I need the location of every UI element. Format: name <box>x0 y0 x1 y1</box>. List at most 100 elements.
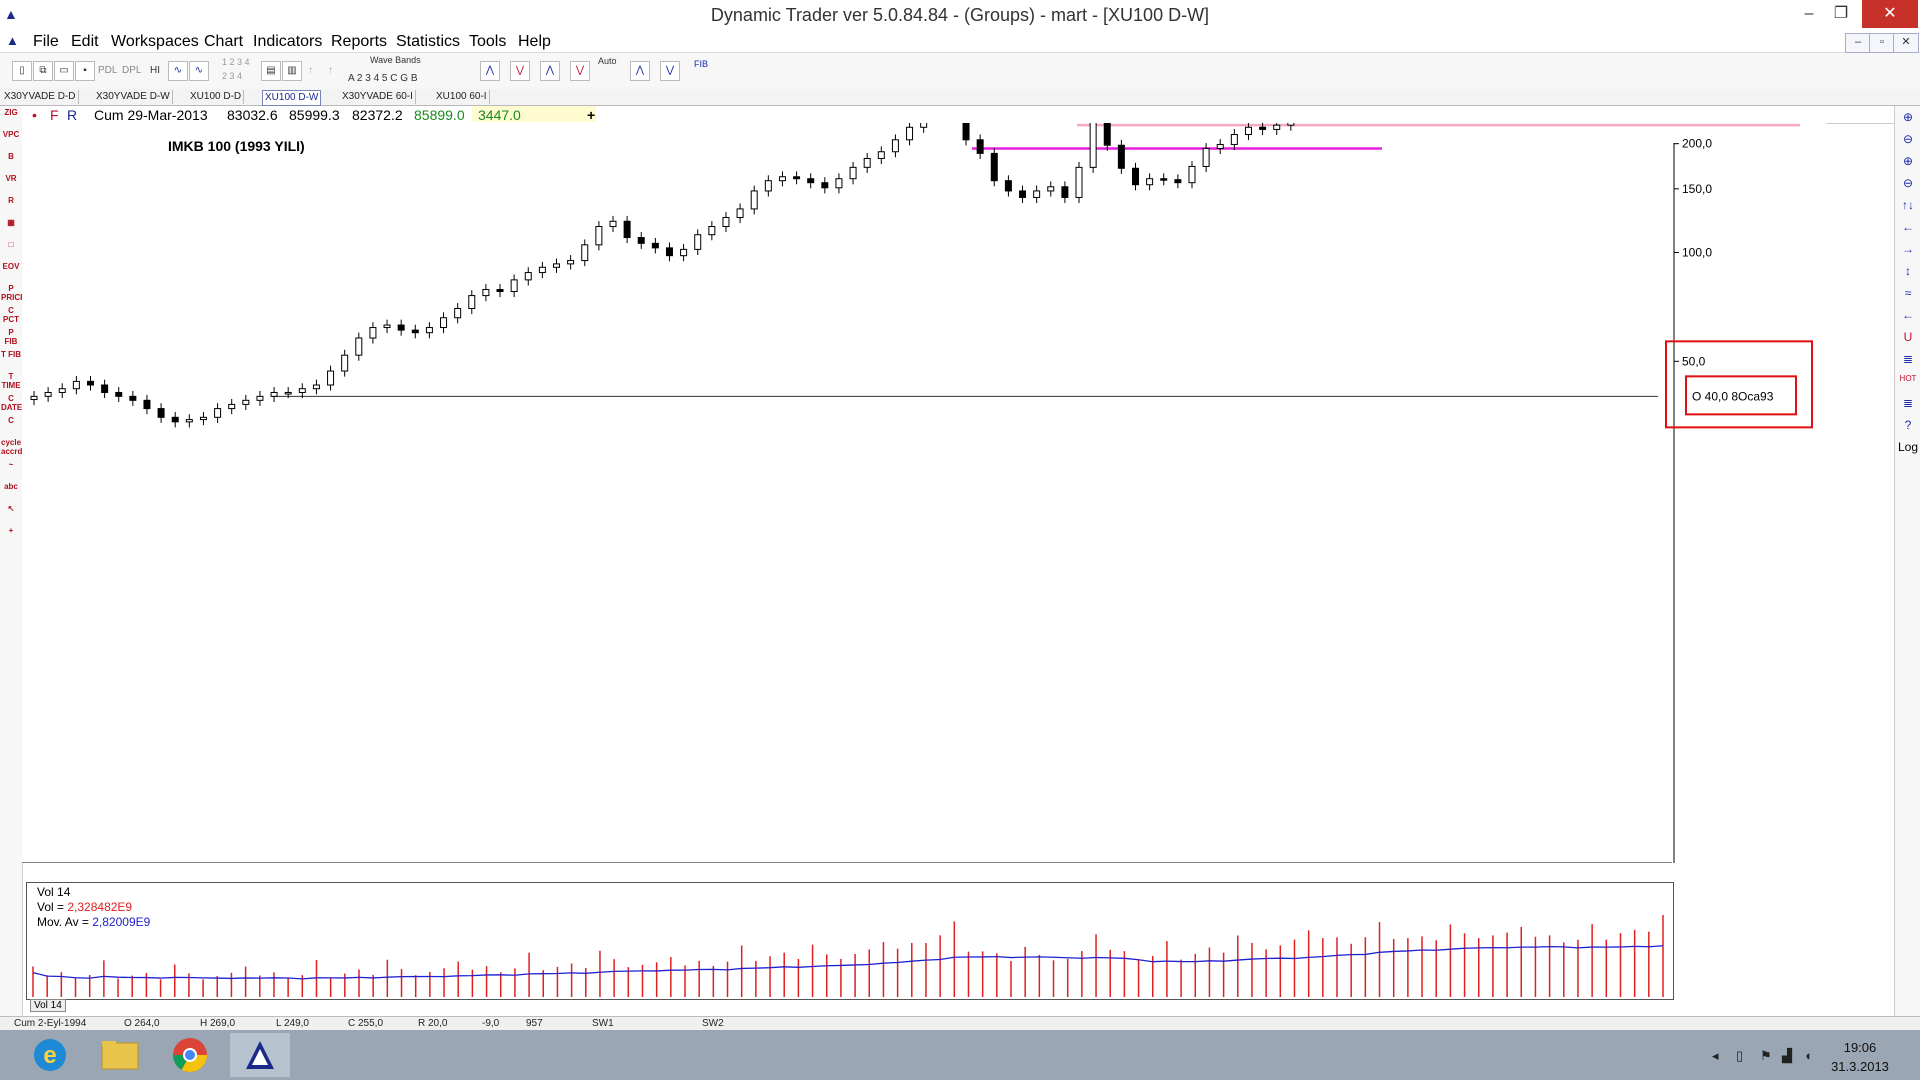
internet-explorer-icon[interactable]: e <box>20 1033 80 1077</box>
left-tool-5[interactable]: ▦ <box>7 218 15 227</box>
menu-help[interactable]: Help <box>518 33 551 50</box>
new-icon[interactable]: ▯ <box>12 61 32 81</box>
menu-tools[interactable]: Tools <box>469 33 507 50</box>
arrow-up-icon[interactable]: ↑ <box>308 65 313 76</box>
right-tool-3[interactable]: ⊖ <box>1902 176 1914 190</box>
zigzag-tool-3-icon[interactable]: ⋀ <box>540 61 560 81</box>
dpl-button[interactable]: DPL <box>122 65 142 76</box>
left-tool-16[interactable]: ~ <box>8 460 14 469</box>
left-tool-0[interactable]: ZIG <box>4 108 18 117</box>
view-split-icon[interactable]: ▥ <box>282 61 302 81</box>
mdi-app-icon[interactable]: ▲ <box>6 33 19 48</box>
right-tool-5[interactable]: ← <box>1902 220 1914 234</box>
tray-flag-icon[interactable]: ⚑ <box>1760 1048 1772 1063</box>
tray-device-icon[interactable]: ▯ <box>1736 1048 1744 1063</box>
clock-time[interactable]: 19:06 <box>1843 1040 1877 1055</box>
wave-top-labels[interactable]: 1 2 3 4 <box>222 57 250 67</box>
left-tool-8[interactable]: P PRICE <box>1 284 26 302</box>
left-tool-9[interactable]: C PCT <box>3 306 19 324</box>
tray-signal-icon[interactable]: ▟ <box>1782 1048 1792 1063</box>
pattern-tool-icon[interactable]: ⋀ <box>630 61 650 81</box>
app-icon[interactable]: ▲ <box>4 6 18 22</box>
candlestick-chart[interactable]: IMKB 100 (1993 YILI) 50,0 100,0 150,0 200,0 2… <box>22 43 1826 882</box>
left-tool-10[interactable]: P FIB <box>4 328 18 346</box>
open-folder-icon[interactable]: ▭ <box>54 61 74 81</box>
clock-date[interactable]: 31.3.2013 <box>1831 1059 1889 1074</box>
pdl-button[interactable]: PDL <box>98 65 118 76</box>
menu-workspaces[interactable]: Workspaces <box>111 33 199 50</box>
left-tool-6[interactable]: □ <box>8 240 14 249</box>
chrome-icon[interactable] <box>160 1033 220 1077</box>
menu-chart[interactable]: Chart <box>204 33 244 50</box>
right-tool-8[interactable]: ≈ <box>1904 286 1912 300</box>
right-tool-9[interactable]: ← <box>1902 308 1914 322</box>
hi-button[interactable]: HI <box>150 65 160 76</box>
menu-statistics[interactable]: Statistics <box>396 33 461 50</box>
mdi-minimize-button[interactable]: – <box>1845 33 1871 53</box>
menu-edit[interactable]: Edit <box>71 33 99 50</box>
save-icon[interactable]: ▪ <box>75 61 95 81</box>
right-tool-11[interactable]: ≣ <box>1902 352 1914 366</box>
left-tool-3[interactable]: VR <box>5 174 17 183</box>
tab-xu100-60i[interactable]: XU100 60-I <box>434 90 490 104</box>
right-tool-7[interactable]: ↕ <box>1905 264 1911 278</box>
zigzag-tool-4-icon[interactable]: ⋁ <box>570 61 590 81</box>
volume-panel[interactable]: Vol 14 Vol = 2,328482E9 Mov. Av = 2,8200… <box>26 882 1674 1000</box>
tray-arrow-icon[interactable]: ◂ <box>1712 1048 1719 1063</box>
flag-f[interactable]: F <box>50 107 59 123</box>
left-tool-12[interactable]: T TIME <box>1 372 21 390</box>
right-tool-14[interactable]: ? <box>1904 418 1912 432</box>
left-tool-7[interactable]: EOV <box>2 262 20 271</box>
zigzag-tool-2-icon[interactable]: ⋁ <box>510 61 530 81</box>
zigzag-tool-icon[interactable]: ⋀ <box>480 61 500 81</box>
right-tool-13[interactable]: ≣ <box>1902 396 1914 410</box>
right-tool-0[interactable]: ⊕ <box>1902 110 1914 124</box>
right-tool-12[interactable]: HOT <box>1899 374 1917 383</box>
right-tool-6[interactable]: → <box>1902 242 1914 256</box>
left-tool-17[interactable]: abc <box>4 482 18 491</box>
left-tool-18[interactable]: ↖ <box>7 504 15 513</box>
left-tool-1[interactable]: VPC <box>2 130 20 139</box>
right-tool-1[interactable]: ⊖ <box>1902 132 1914 146</box>
flag-r[interactable]: R <box>67 107 78 123</box>
left-tool-11[interactable]: T FIB <box>1 350 21 359</box>
close-button[interactable]: ✕ <box>1862 0 1918 28</box>
left-tool-4[interactable]: R <box>8 196 14 205</box>
wave-mid-labels[interactable]: 2 3 4 <box>222 71 243 81</box>
mdi-close-button[interactable]: ✕ <box>1893 33 1919 53</box>
menu-file[interactable]: File <box>33 33 59 50</box>
menu-reports[interactable]: Reports <box>331 33 388 50</box>
copy-icon[interactable]: ⧉ <box>33 61 53 81</box>
fib-button[interactable]: FIB <box>694 59 709 69</box>
minimize-button[interactable]: – <box>1804 5 1814 22</box>
add-chart-button[interactable]: + <box>587 107 596 123</box>
file-explorer-icon[interactable] <box>90 1033 150 1077</box>
tab-xu100-dw[interactable]: XU100 D-W <box>262 90 322 106</box>
mdi-restore-button[interactable]: ▫ <box>1869 33 1895 53</box>
left-tool-2[interactable]: B <box>8 152 14 161</box>
left-tool-19[interactable]: + <box>8 526 14 535</box>
right-tool-15[interactable]: Log <box>1898 440 1919 454</box>
left-tool-15[interactable]: cycle accrd <box>1 438 23 456</box>
dynamic-trader-task-icon[interactable] <box>230 1033 290 1077</box>
auto-toggle[interactable]: Auto <box>598 56 617 66</box>
wave-tool-2-icon[interactable]: ∿ <box>189 61 209 81</box>
menu-indicators[interactable]: Indicators <box>253 33 323 50</box>
tab-x30yvade-dd[interactable]: X30YVADE D-D <box>2 90 79 104</box>
right-tool-10[interactable]: U <box>1903 330 1913 344</box>
volume-tab[interactable]: Vol 14 <box>30 999 66 1012</box>
view-layout-icon[interactable]: ▤ <box>261 61 281 81</box>
wave-tool-icon[interactable]: ∿ <box>168 61 188 81</box>
maximize-button[interactable]: ❐ <box>1833 5 1849 22</box>
left-tool-13[interactable]: C DATE <box>1 394 23 412</box>
arrow-up-2-icon[interactable]: ↑ <box>328 65 333 76</box>
wave-bands-row[interactable]: A 2 3 4 5 C G B <box>348 73 418 84</box>
tab-xu100-dd[interactable]: XU100 D-D <box>188 90 245 104</box>
pattern-tool-2-icon[interactable]: ⋁ <box>660 61 680 81</box>
tab-x30yvade-dw[interactable]: X30YVADE D-W <box>94 90 173 104</box>
price-chart[interactable]: IMKB 100 (1993 YILI) 50,0 100,0 150,0 200,0 2… <box>22 43 1826 882</box>
live-dot[interactable]: • <box>32 107 37 123</box>
right-tool-2[interactable]: ⊕ <box>1902 154 1914 168</box>
right-tool-4[interactable]: ↑↓ <box>1902 198 1914 212</box>
left-tool-14[interactable]: C <box>8 416 14 425</box>
